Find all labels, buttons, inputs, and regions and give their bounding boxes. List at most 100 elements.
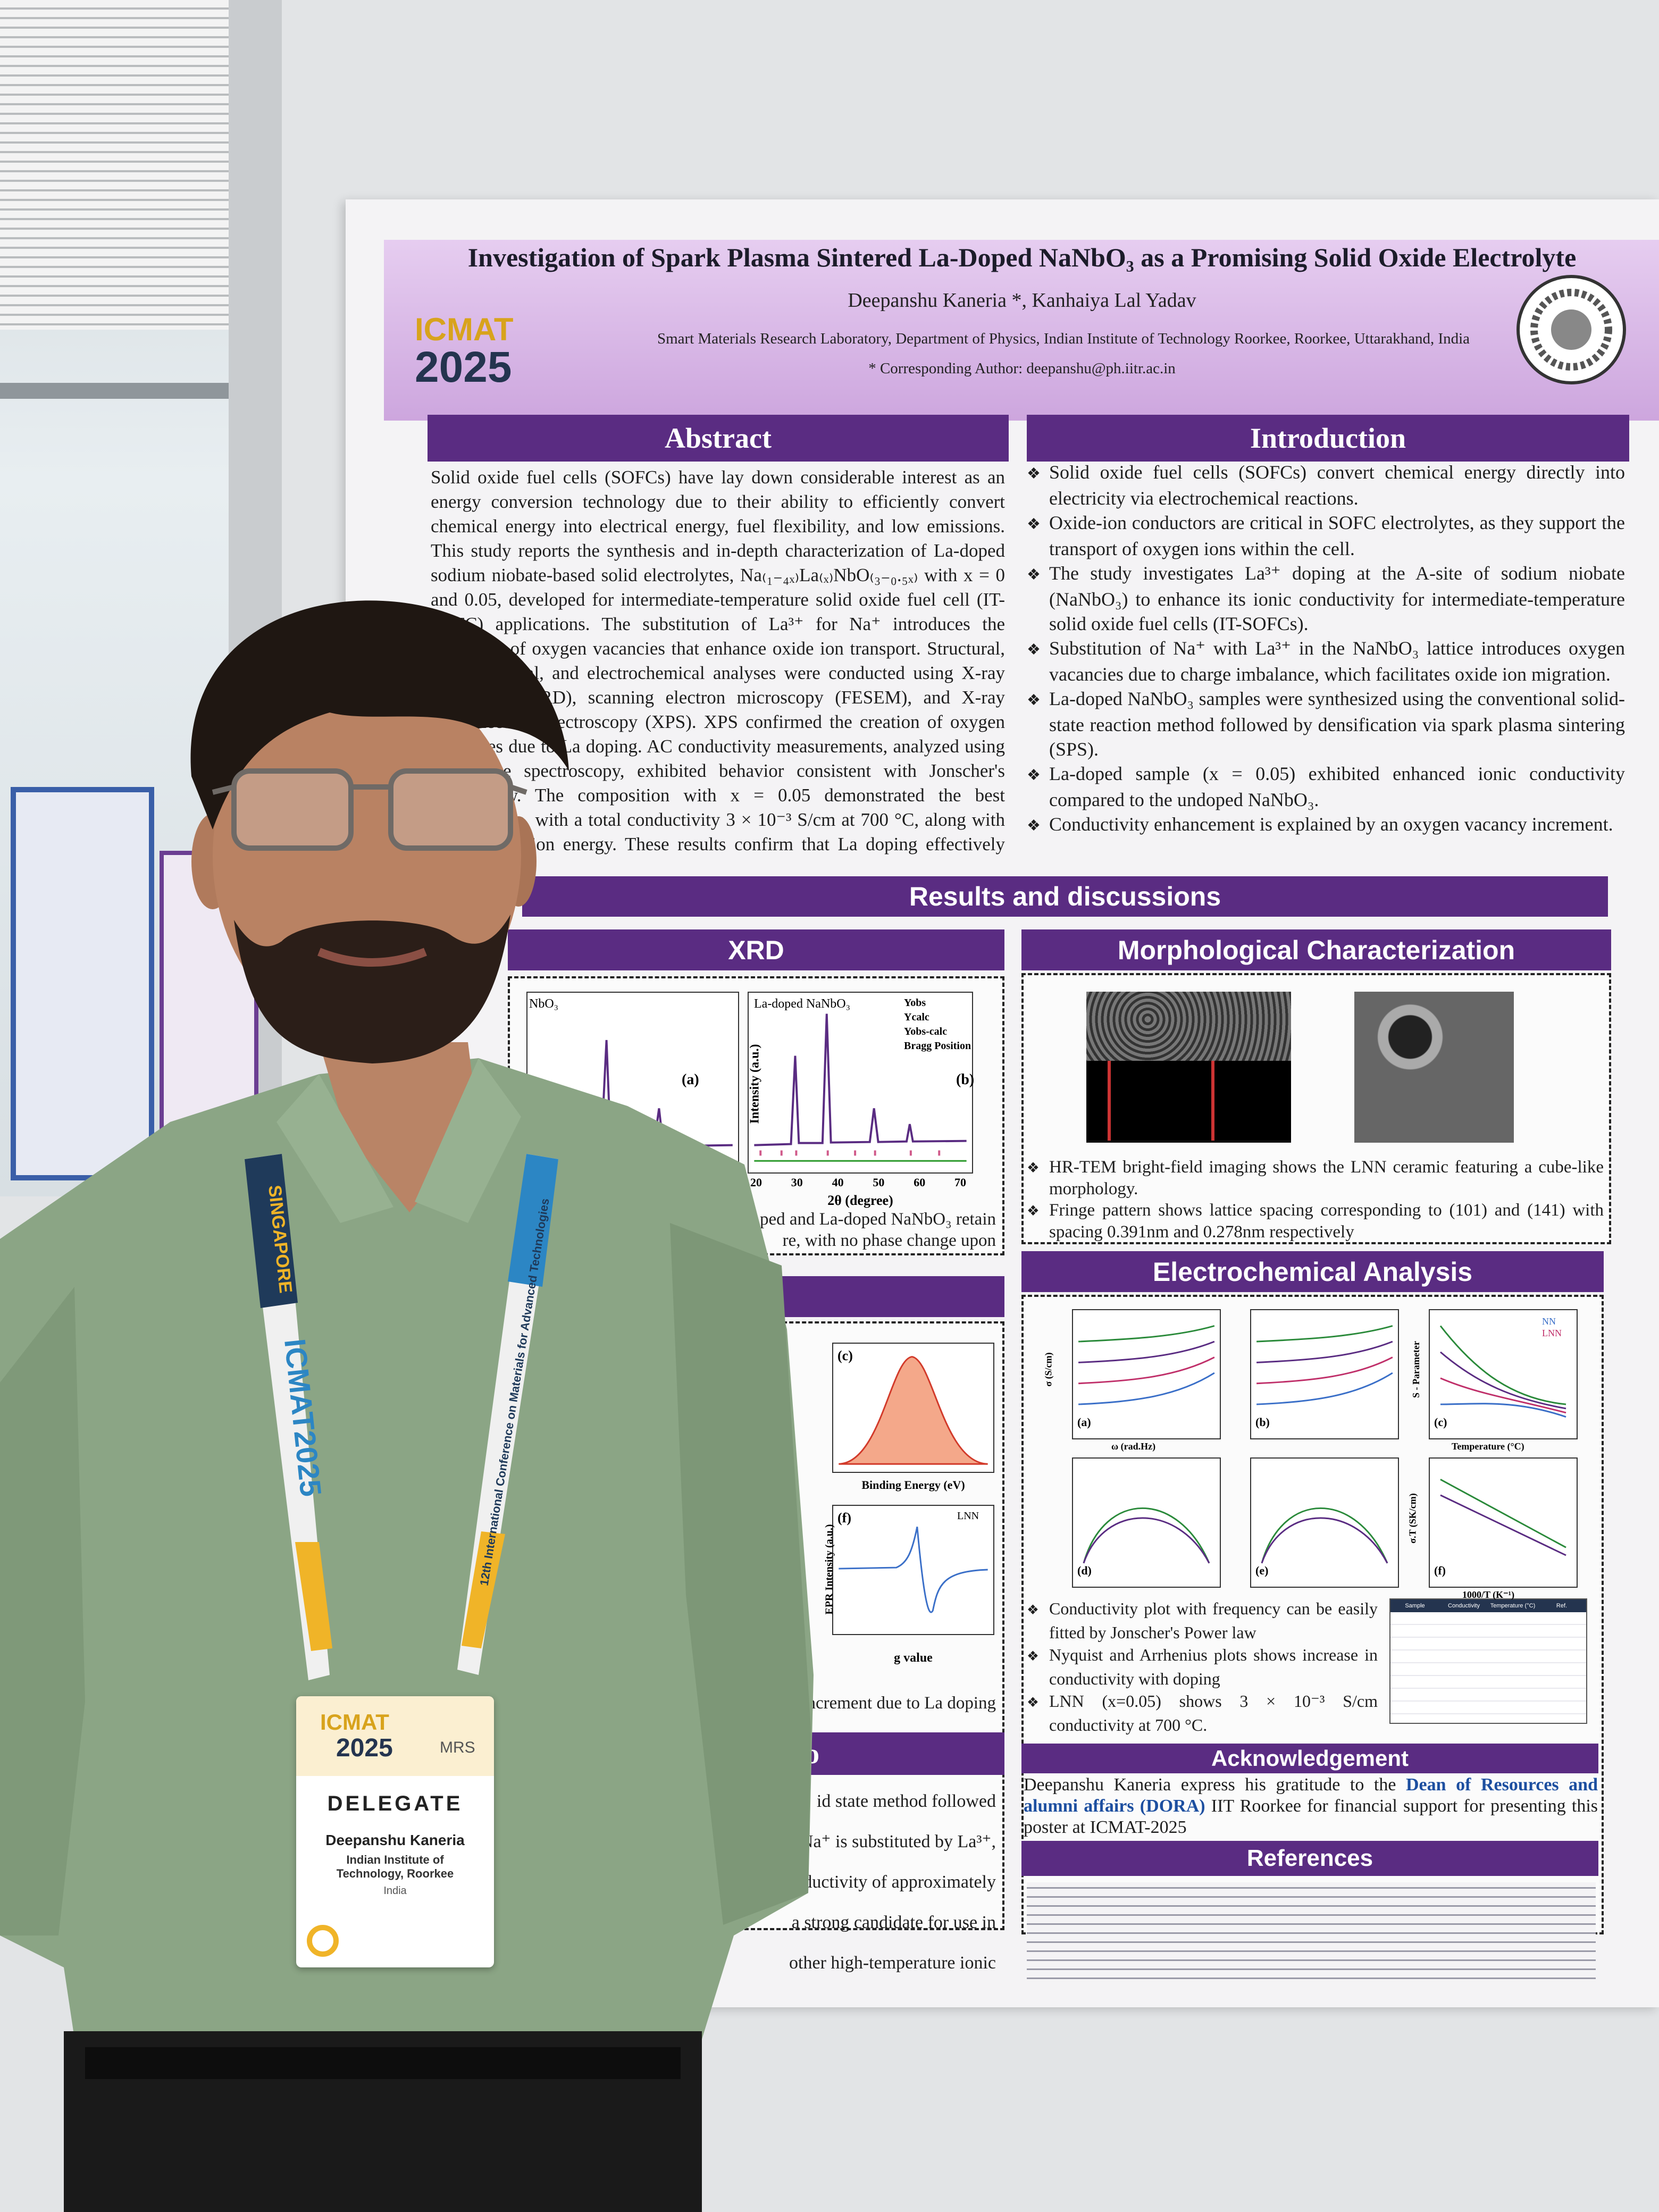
- electrochemical-plot: [1072, 1309, 1221, 1439]
- acknowledgement-text-end: IIT Roorkee for financial support for pr…: [1024, 1796, 1598, 1837]
- badge-organizer: MRS: [440, 1739, 475, 1756]
- plot-curve: [1083, 1517, 1210, 1564]
- epr-y-label: EPR Intensity (a.u.): [823, 1524, 835, 1615]
- xrd-x-tick-label: 30: [791, 1176, 803, 1189]
- xps-tag: (c): [837, 1348, 853, 1363]
- window-frame: [0, 383, 229, 399]
- epr-heading: R: [508, 1276, 1004, 1317]
- electrochemical-plot-graphic: [1083, 1507, 1210, 1564]
- plot-curve: [1440, 1479, 1566, 1548]
- electrochemical-plot-tag: (e): [1255, 1564, 1269, 1577]
- xps-x-label: Binding Energy (eV): [861, 1478, 965, 1492]
- xrd-legend: Yobs Ycalc Yobs-calc Bragg Position: [904, 996, 971, 1053]
- introduction-bullet: Solid oxide fuel cells (SOFCs) convert c…: [1027, 460, 1625, 510]
- xrd-x-tick-label: 50: [873, 1176, 885, 1189]
- badge-emblem: [307, 1925, 339, 1957]
- xrd-x-tick-label: 70: [954, 1176, 966, 1189]
- xrd-panel-b-title: La-doped NaNbO₃: [754, 997, 850, 1011]
- table-header-cell: Sample: [1405, 1603, 1425, 1609]
- header-band: [384, 240, 1659, 421]
- trousers: [64, 2031, 702, 2212]
- xrd-x-tick-label: 20: [750, 1176, 762, 1189]
- epr-tag: (f): [837, 1510, 851, 1526]
- institute-seal: [1516, 275, 1626, 384]
- abstract-heading: Abstract: [428, 415, 1009, 462]
- xps-plot: [832, 1343, 994, 1473]
- xrd-x-tick-label: 40: [832, 1176, 844, 1189]
- conclusion-line: other high-temperature ionic: [789, 1953, 996, 1973]
- results-heading: Results and discussions: [522, 876, 1608, 917]
- lanyard-left-bottom: [295, 1542, 332, 1651]
- electrochemical-bullet: LNN (x=0.05) shows 3 × 10⁻³ S/cm conduct…: [1027, 1690, 1378, 1736]
- plot-curve: [1078, 1356, 1215, 1385]
- plot-curve: [1083, 1507, 1210, 1564]
- epr-plot: [832, 1505, 994, 1635]
- conclusion-heading-text: Co: [784, 1738, 819, 1770]
- epr-plot-graphic: [839, 1527, 988, 1613]
- acknowledgement-heading: Acknowledgement: [1021, 1744, 1598, 1773]
- electrochemical-list: Conductivity plot with frequency can be …: [1027, 1597, 1378, 1736]
- plot-curve: [1078, 1340, 1215, 1363]
- electrochemical-bullet: Conductivity plot with frequency can be …: [1027, 1597, 1378, 1644]
- plot-curve: [1440, 1403, 1566, 1418]
- plot-curve: [1078, 1372, 1215, 1405]
- plot-curve: [1078, 1325, 1215, 1343]
- xrd-x-label: 2θ (degree): [827, 1193, 893, 1208]
- table-header: Sample Conductivity Temperature (°C) Ref.: [1390, 1599, 1586, 1612]
- electrochemical-plot-tag: (f): [1434, 1564, 1446, 1577]
- xrd-legend-entry: Yobs: [904, 997, 926, 1009]
- reference-lines: [1027, 1882, 1596, 1983]
- xrd-plot-a-graphic: [533, 1040, 733, 1152]
- lanyard-left: [245, 1154, 330, 1680]
- electrochemical-axis-label: 1000/T (K⁻¹): [1462, 1589, 1515, 1600]
- eds-spectrum: [1086, 1061, 1291, 1141]
- electrochemical-axis-label: S - Parameter: [1410, 1341, 1421, 1398]
- window-blinds: [0, 0, 229, 330]
- xrd-panel-a-tag: (a): [682, 1071, 699, 1088]
- morphology-bullet: HR-TEM bright-field imaging shows the LN…: [1027, 1157, 1604, 1200]
- electrochemical-plot: [1429, 1309, 1578, 1439]
- introduction-list: Solid oxide fuel cells (SOFCs) convert c…: [1027, 460, 1625, 838]
- plot-curve: [1256, 1325, 1393, 1343]
- electrochemical-bullet: Nyquist and Arrhenius plots shows increa…: [1027, 1644, 1378, 1690]
- badge-logo-name: ICMAT: [320, 1710, 389, 1735]
- morphology-list: HR-TEM bright-field imaging shows the LN…: [1027, 1157, 1604, 1243]
- conclusion-text: id state method followed Na⁺ is substitut…: [718, 1781, 996, 1983]
- introduction-bullet: Conductivity enhancement is explained by…: [1027, 812, 1625, 838]
- xrd-heading: XRD: [508, 929, 1004, 970]
- introduction-bullet: La-doped NaNbO₃ samples were synthesized…: [1027, 686, 1625, 761]
- poster-corresponding: * Corresponding Author: deepanshu@ph.iit…: [868, 360, 1176, 377]
- sem-micrograph: [1086, 992, 1291, 1061]
- table-header-cell: Temperature (°C): [1490, 1603, 1536, 1609]
- electrochemical-plot-graphic: [1440, 1479, 1566, 1556]
- electrochemical-heading: Electrochemical Analysis: [1021, 1251, 1604, 1292]
- badge-country: India: [383, 1885, 407, 1897]
- conclusion-heading: Co: [508, 1732, 1004, 1775]
- electrochemical-plot: [1250, 1457, 1399, 1588]
- xps-plot-graphic: [839, 1356, 988, 1465]
- xrd-x-tick-label: 60: [914, 1176, 926, 1189]
- tem-image: [1354, 992, 1514, 1143]
- electrochemical-plot-tag: (c): [1434, 1415, 1447, 1429]
- poster: Investigation of Spark Plasma Sintered L…: [346, 199, 1659, 2007]
- background-poster: [11, 787, 154, 1180]
- conclusion-line: Na⁺ is substituted by La³⁺,: [800, 1832, 996, 1851]
- electrochemical-plot-tag: (b): [1255, 1415, 1270, 1429]
- poster-title: Investigation of Spark Plasma Sintered L…: [467, 242, 1577, 272]
- epr-caption: ncrement due to La doping: [807, 1694, 996, 1713]
- lanyard-brand: ICMAT2025: [278, 1337, 328, 1498]
- introduction-bullet: Substitution of Na⁺ with La³⁺ in the NaN…: [1027, 636, 1625, 686]
- electrochemical-plot: [1072, 1457, 1221, 1588]
- badge-role: DELEGATE: [327, 1792, 463, 1815]
- xrd-panel-b-tag: (b): [956, 1071, 975, 1088]
- badge-institute: Indian Institute of Technology, Roorkee: [336, 1853, 454, 1880]
- electrochemical-plot-graphic: [1439, 1325, 1566, 1418]
- introduction-bullet: La-doped sample (x = 0.05) exhibited enh…: [1027, 761, 1625, 812]
- seal-gear: [1530, 289, 1612, 371]
- poster-authors: Deepanshu Kaneria *, Kanhaiya Lal Yadav: [848, 289, 1196, 312]
- epr-legend: LNN: [957, 1510, 979, 1522]
- logo: ICMAT 2025: [415, 314, 514, 389]
- electrochemical-legend-entry: LNN: [1542, 1328, 1562, 1338]
